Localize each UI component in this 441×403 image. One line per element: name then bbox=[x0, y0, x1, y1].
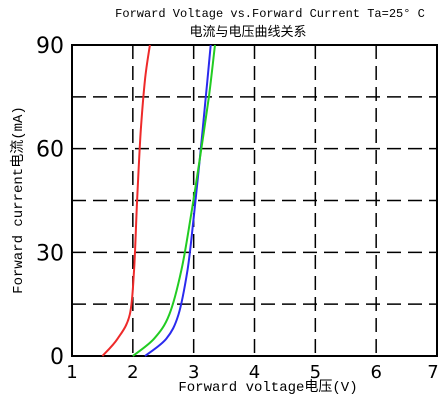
x-tick-labels: 1 2 3 4 5 6 7 bbox=[66, 362, 438, 383]
x-axis-label: Forward voltage电压(V) bbox=[178, 379, 357, 396]
red-series-line bbox=[101, 44, 151, 357]
series-lines bbox=[101, 44, 216, 357]
y-axis-label: Forward current电流(mA) bbox=[10, 106, 27, 294]
y-tick-labels: 0 30 60 90 bbox=[36, 34, 64, 370]
y-tick-label: 90 bbox=[36, 34, 64, 59]
y-tick-label: 60 bbox=[36, 138, 64, 163]
chart-title: Forward Voltage vs.Forward Current Ta=25… bbox=[115, 7, 425, 21]
chart-subtitle: 电流与电压曲线关系 bbox=[189, 25, 306, 40]
x-tick-label: 4 bbox=[249, 362, 260, 383]
x-tick-label: 1 bbox=[66, 362, 77, 383]
x-tick-label: 6 bbox=[370, 362, 381, 383]
y-tick-label: 30 bbox=[36, 241, 64, 266]
plot-frame bbox=[71, 44, 438, 357]
green-series-line bbox=[132, 44, 216, 357]
x-tick-label: 3 bbox=[188, 362, 199, 383]
x-tick-label: 5 bbox=[310, 362, 321, 383]
y-tick-label: 0 bbox=[50, 345, 64, 370]
x-tick-label: 7 bbox=[427, 362, 438, 383]
x-tick-label: 2 bbox=[127, 362, 138, 383]
blue-series-line bbox=[144, 44, 212, 357]
grid-lines bbox=[72, 45, 437, 356]
